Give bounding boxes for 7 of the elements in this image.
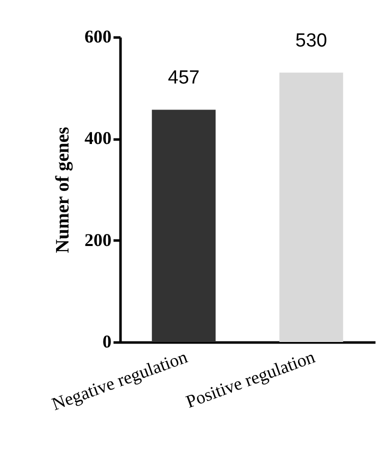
y-axis-title: Numer of genes: [52, 126, 74, 254]
y-tick-label: 0: [102, 332, 112, 352]
data-label: 457: [168, 68, 200, 89]
y-tick-label: 400: [84, 128, 112, 148]
data-label: 530: [295, 30, 328, 52]
y-tick-label: 200: [84, 230, 112, 250]
y-tick-label: 600: [84, 26, 112, 46]
